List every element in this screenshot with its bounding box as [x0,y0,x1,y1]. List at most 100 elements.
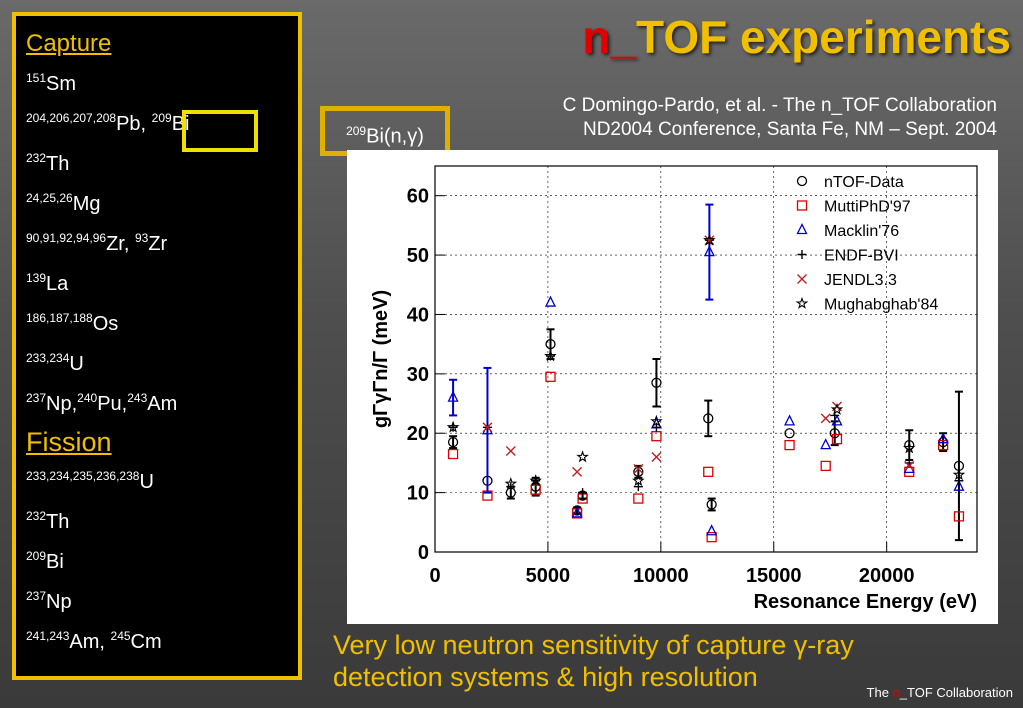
legend-label-endf-bvi: ENDF-BVI [824,248,899,265]
muttiphd-97-point [706,532,717,543]
jendl3-3-point [633,463,644,474]
x-tick-label: 0 [429,565,440,587]
bi209-highlight-box [182,110,258,152]
muttiphd-97-point [447,448,459,460]
legend-marker-jendl3-3 [797,274,807,284]
element-symbol: Am [147,393,178,415]
fission-item: 237Np [26,584,288,624]
macklin-76-point [784,414,796,426]
legend-marker-endf-bvi [797,250,807,259]
element-symbol: U [69,353,84,375]
capture-list: 151Sm 204,206,207,208Pb, 209Bi 232Th 24,25,… [26,66,288,426]
x-axis-label: Resonance Energy (eV) [754,591,977,613]
capture-item: 233,234U [26,346,288,386]
macklin-76-point [953,479,965,491]
muttiphd-97-point [784,439,795,451]
jendl3-3-point [505,446,516,457]
capture-item: 90,91,92,94,96Zr, 93Zr [26,226,288,266]
mass-number: 204,206,207,208 [26,111,117,125]
legend-label-jendl3-3: JENDL3.3 [824,272,897,289]
muttiphd-97-point [953,511,965,522]
legend-marker-macklin-76 [796,223,808,235]
macklin-76-point [571,506,583,518]
footer-prefix: The [866,685,893,700]
muttiphd-97-point [937,439,949,451]
element-symbol: Cm [130,631,162,653]
muttiphd-97-point [545,371,556,382]
element-symbol: Th [46,153,70,175]
mass-number: 209 [151,111,172,125]
mass-number: 233,234 [26,351,70,365]
macklin-76-point [831,414,843,426]
jendl3-3-point [572,466,583,477]
mass-number: 93 [134,231,149,245]
mass-number: 245 [110,629,131,643]
mass-number: 186,187,188 [26,311,93,325]
muttiphd-97-point [820,460,831,472]
mass-number: 24,25,26 [26,191,73,205]
mughabghab-84-point [544,349,557,362]
target-list-panel: Capture 151Sm 204,206,207,208Pb, 209Bi 232… [12,12,302,680]
slide-title: n_TOF experiments [582,10,1011,64]
element-symbol: Zr [148,233,168,255]
jendl3-3-point [904,460,915,471]
footer-credit: The n_TOF Collaboration [867,685,1013,700]
mass-number: 233,234,235,236,238 [26,469,140,483]
fission-item: 209Bi [26,544,288,584]
element-symbol: Os [92,313,119,335]
summary-line-2: detection systems & high resolution [333,662,758,692]
macklin-76-point [447,390,459,402]
reaction-label-box: 209Bi(n,γ) [320,106,450,156]
mass-number: 151 [26,71,47,85]
element-symbol: Np, [46,393,78,415]
x-tick-label: 20000 [859,565,915,587]
fission-item: 233,234,235,236,238U [26,464,288,504]
ntof-data-point [447,436,459,448]
element-symbol: Pu, [97,393,128,415]
legend-label-mughabghab-84: Mughabghab'84 [824,297,938,314]
capture-item: 237Np,240Pu,243Am [26,386,288,426]
legend-marker-ntof-data [796,175,808,187]
mughabghab-84-point [902,441,916,454]
endf-bvi-point [954,476,964,486]
credit-line-2: ND2004 Conference, Santa Fe, NM – Sept. … [582,119,997,140]
capture-item: 139La [26,266,288,306]
legend-label-ntof-data: nTOF-Data [824,174,904,191]
ntof-data-point [706,499,717,510]
element-symbol: Np [46,591,72,613]
element-symbol: Zr, [106,233,135,255]
mughabghab-84-point [446,420,460,433]
macklin-76-point [820,438,832,450]
element-symbol: Am, [69,631,111,653]
endf-bvi-point [651,422,661,432]
element-symbol: Th [46,511,70,533]
ntof-data-point [703,413,714,424]
mass-number: 240 [77,391,98,405]
x-tick-label: 5000 [526,565,571,587]
muttiphd-97-point [703,466,714,477]
element-symbol: Pb, [116,113,152,135]
mughabghab-84-point [650,414,663,427]
summary-line-1: Very low neutron sensitivity of capture … [333,630,854,660]
title-prefix: n_ [582,11,637,63]
jendl3-3-point [482,422,493,433]
credit-block: C Domingo-Pardo, et al. - The n_TOF Coll… [563,94,997,142]
macklin-76-point [703,245,715,257]
credit-line-1: C Domingo-Pardo, et al. - The n_TOF Coll… [562,95,997,116]
reaction-label: Bi(n,γ) [366,125,424,148]
y-tick-label: 60 [407,186,429,208]
mass-number: 237 [26,391,47,405]
element-symbol: U [139,471,154,493]
y-tick-label: 50 [407,245,429,267]
legend-marker-muttiphd-97 [796,200,808,211]
mass-number: 232 [26,509,47,523]
capture-heading: Capture [26,30,112,57]
y-tick-label: 0 [418,542,429,564]
muttiphd-97-point [831,434,843,445]
ntof-data-point [545,339,556,350]
capture-item: 232Th [26,146,288,186]
mughabghab-84-point [576,450,589,463]
mughabghab-84-point [952,468,966,481]
summary-text: Very low neutron sensitivity of capture … [333,629,854,693]
y-tick-label: 30 [407,364,429,386]
